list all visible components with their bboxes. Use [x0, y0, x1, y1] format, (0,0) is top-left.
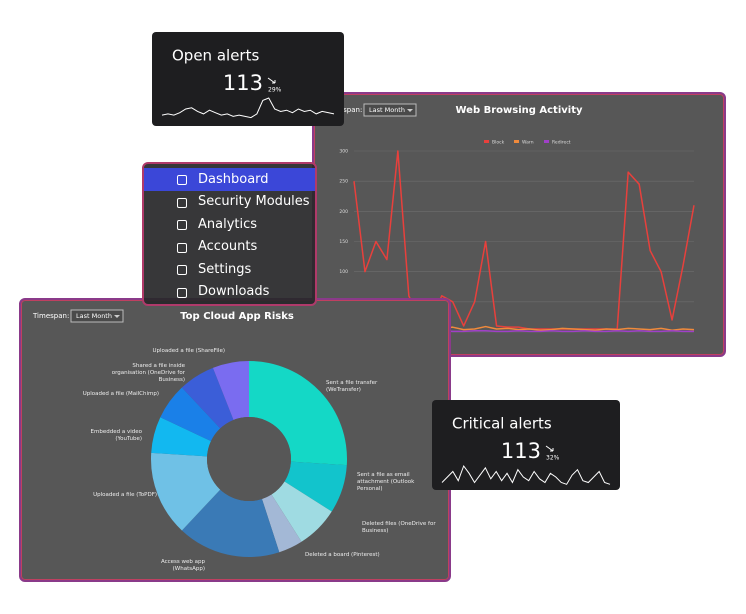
timespan-select [70, 309, 124, 323]
y-tick-label: 200 [339, 209, 348, 215]
legend-swatch [514, 140, 519, 143]
alert-change: 29% [268, 87, 282, 94]
sparkline [161, 97, 335, 119]
y-tick-label: 250 [339, 179, 348, 185]
legend-swatch [544, 140, 549, 143]
donut-segment [160, 387, 221, 442]
chart-title: Top Cloud App Risks [180, 311, 294, 322]
alert-title: Open alerts [172, 47, 259, 65]
menu-icon [177, 287, 187, 298]
menu-label: Settings [198, 261, 252, 277]
segment-label: Sent a file transfer (WeTransfer) [326, 380, 378, 393]
select-caret [407, 109, 413, 112]
segment-label: Embedded a video (YouTube) [90, 429, 142, 442]
open-alerts: Open alerts 113 29% [161, 47, 335, 119]
timespan-label: Timespan: [32, 312, 69, 320]
segment-label: Uploaded a file (MailChimp) [82, 391, 159, 397]
alert-change: 32% [546, 455, 560, 462]
menu-item[interactable]: Dashboard [144, 168, 315, 191]
critical-alerts: Critical alerts 113 32% [441, 415, 611, 485]
menu-icon [177, 197, 187, 208]
menu-label: Accounts [198, 239, 258, 255]
legend-label: Block [492, 140, 505, 146]
menu-item[interactable]: Accounts [144, 236, 315, 259]
donut-segment [284, 461, 347, 512]
timespan-value: Last Month [369, 106, 405, 114]
chart-title: Web Browsing Activity [455, 105, 582, 116]
donut-segment [151, 417, 211, 457]
cloud-risk-card: Timespan: Last Month Top Cloud App Risks S… [19, 298, 451, 582]
donut-segment [151, 452, 221, 531]
menu-item[interactable]: Security Modules [144, 191, 315, 214]
trend-arrow [545, 445, 554, 452]
menu-label: Dashboard [198, 171, 269, 187]
menu-label: Security Modules [198, 194, 310, 210]
sparkline [441, 464, 611, 485]
menu-label: Downloads [198, 284, 270, 300]
critical-alerts-card: Critical alerts 113 32% [432, 400, 620, 490]
menu-icon [177, 220, 187, 230]
nav-menu: Dashboard Security Modules Analytics Accoun… [142, 162, 317, 306]
menu-icon [177, 175, 187, 185]
donut-segment [249, 361, 347, 466]
legend-label: Warn [522, 140, 534, 146]
segment-label: Deleted a board (Pinterest) [305, 552, 380, 558]
alert-value: 113 [223, 71, 263, 95]
donut-segment [271, 481, 332, 542]
donut-segment [181, 489, 280, 557]
menu-item[interactable]: Settings [144, 258, 315, 281]
legend-label: Redirect [552, 140, 571, 146]
donut-segment [261, 494, 302, 553]
legend-swatch [484, 140, 489, 143]
segment-label: Uploaded a file (ShareFile) [152, 348, 225, 354]
alert-value: 113 [501, 439, 541, 463]
donut-chart: Timespan: Last Month Top Cloud App Risks [32, 309, 347, 557]
segment-label: Shared a file inside organisation (OneDr… [111, 363, 185, 383]
timespan-value: Last Month [76, 312, 112, 320]
segment-label: Access web app (WhatsApp) [160, 559, 205, 572]
segment-label: Sent a file as email attachment (Outlook… [357, 472, 415, 492]
open-alerts-card: Open alerts 113 29% [152, 32, 344, 126]
alert-title: Critical alerts [452, 415, 552, 433]
y-tick-label: 300 [339, 149, 348, 155]
menu-icon [177, 265, 187, 275]
donut-segment [181, 367, 234, 429]
menu-label: Analytics [198, 216, 258, 232]
trend-arrow [267, 77, 276, 84]
menu-item[interactable]: Downloads [144, 281, 315, 304]
menu-item[interactable]: Analytics [144, 213, 315, 236]
select-caret [114, 315, 120, 318]
y-tick-label: 100 [339, 269, 348, 275]
menu-icon [177, 242, 187, 253]
timespan-select [363, 103, 417, 117]
donut-hole [207, 417, 291, 501]
y-tick-label: 150 [339, 239, 348, 245]
segment-label: Uploaded a file (ToPDF) [93, 492, 157, 498]
segment-label: Deleted files (OneDrive for Business) [362, 521, 436, 534]
donut-segment [212, 361, 249, 420]
